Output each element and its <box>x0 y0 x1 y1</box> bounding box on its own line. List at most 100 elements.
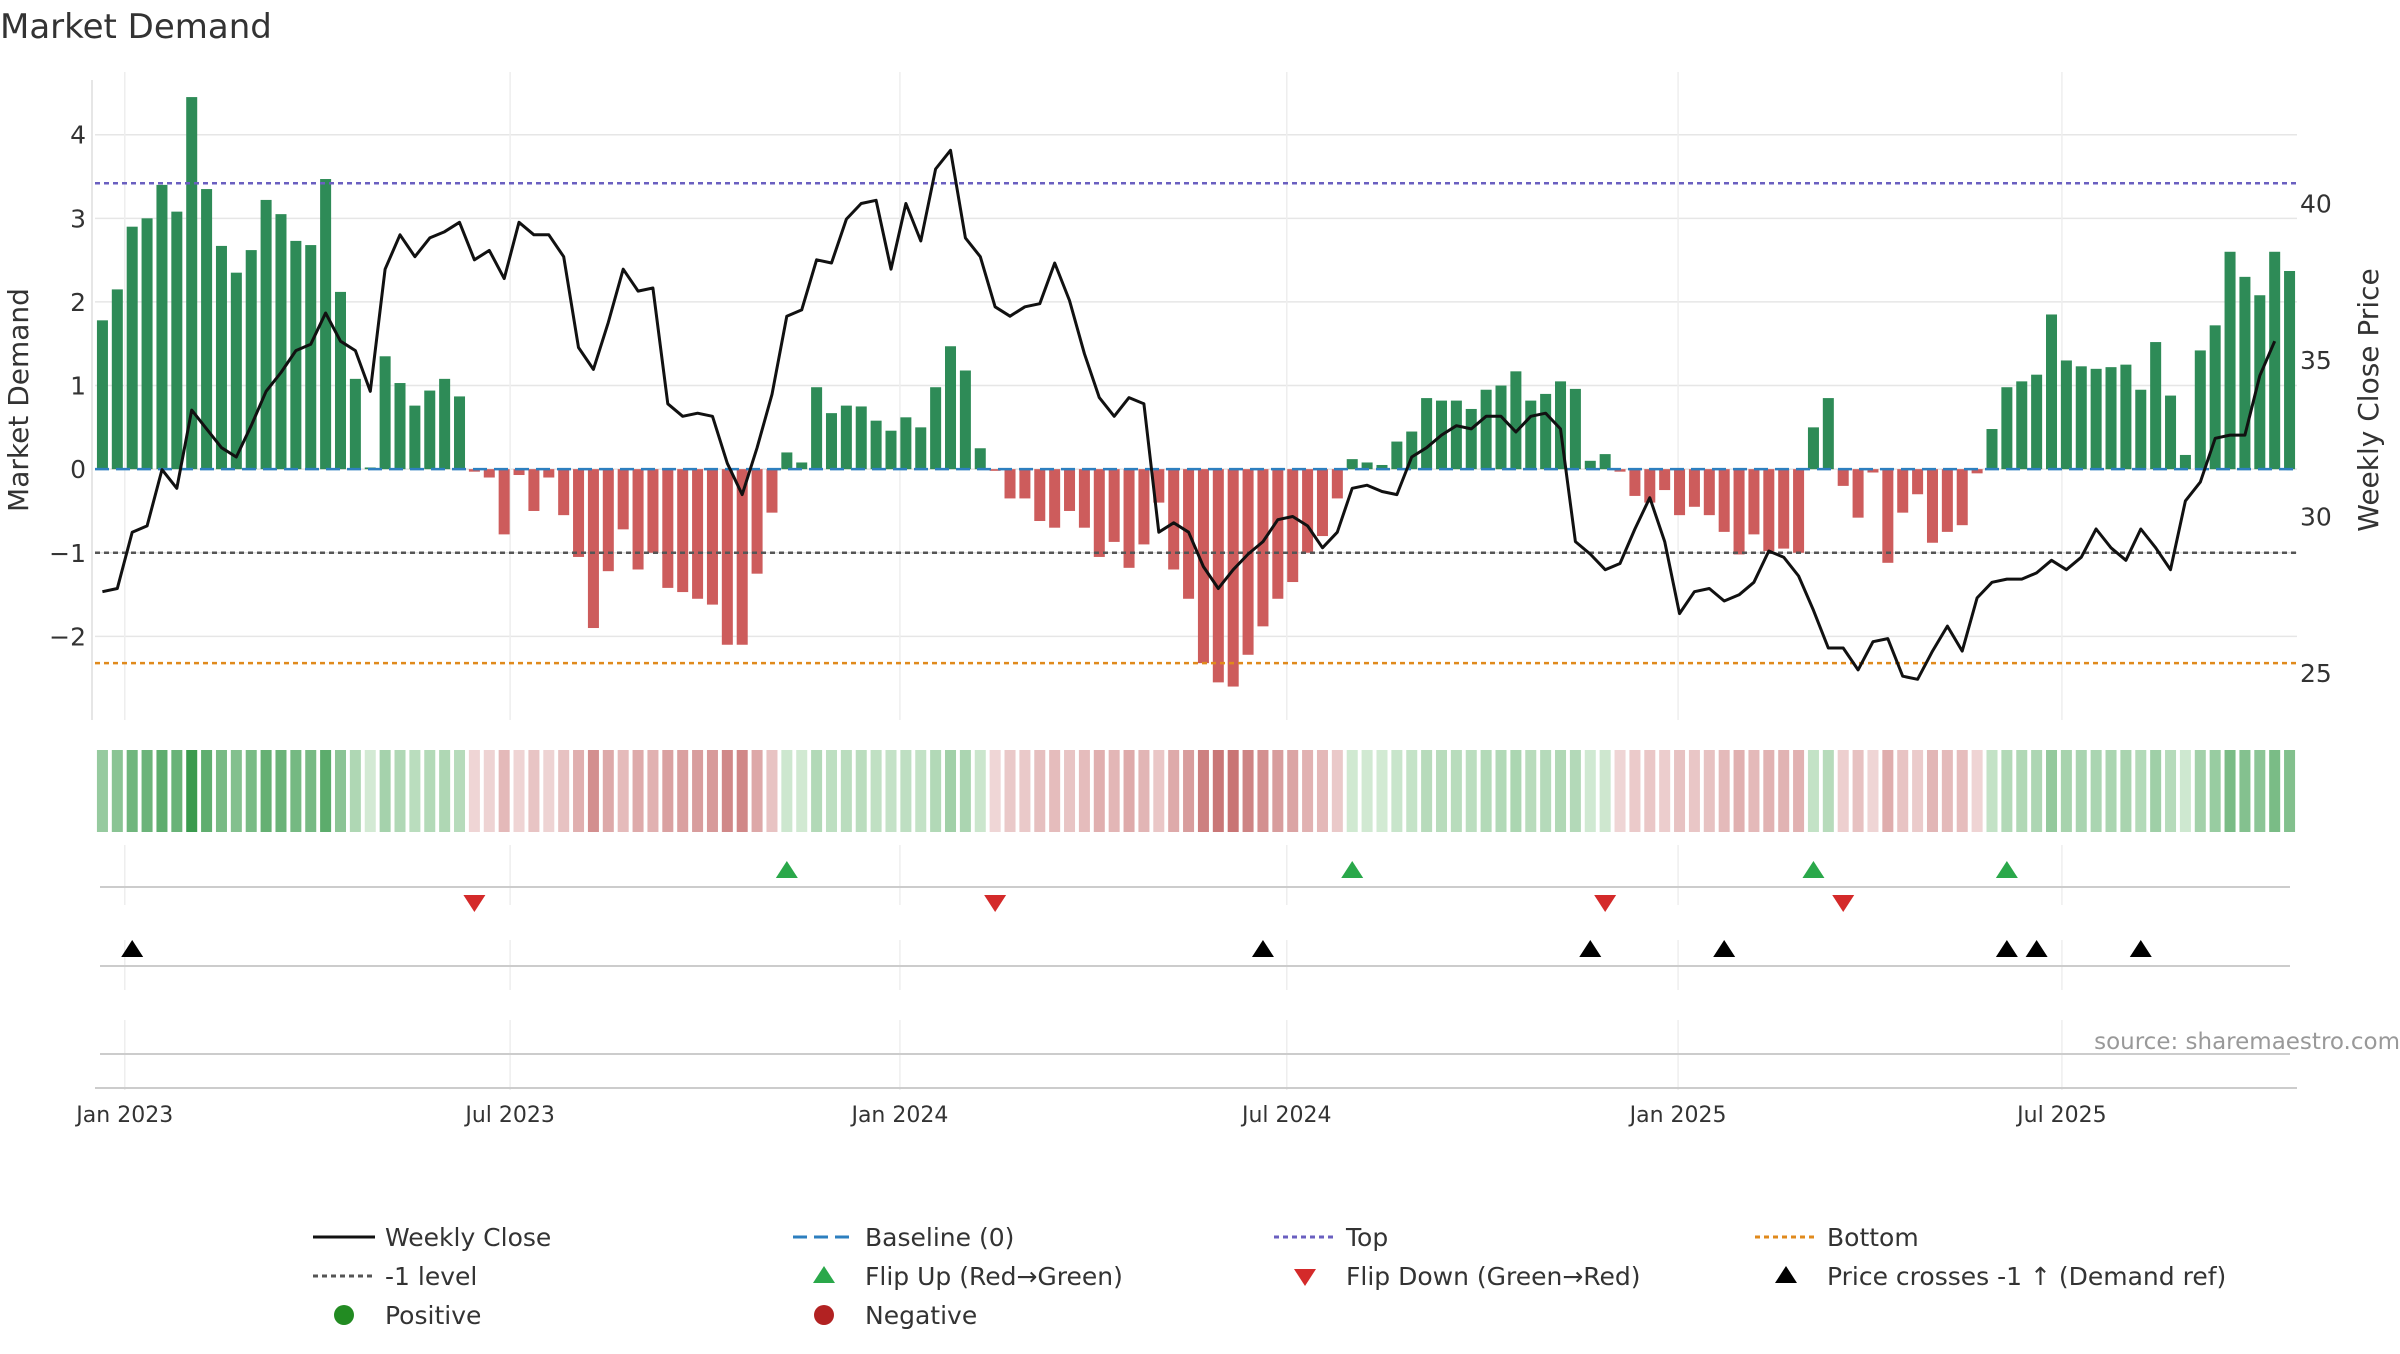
heat-strip-cell <box>439 750 451 832</box>
y-tick-label: 3 <box>70 204 86 233</box>
heat-strip-cell <box>1807 750 1819 832</box>
heat-strip-cell <box>1093 750 1105 832</box>
demand-bar <box>1584 460 1596 470</box>
demand-bar <box>1361 462 1373 470</box>
demand-bar <box>2075 366 2087 470</box>
heat-strip-cell <box>96 750 108 832</box>
y2-tick-label: 40 <box>2300 189 2332 218</box>
y-tick-label: 4 <box>70 121 86 150</box>
legend-item: Negative <box>814 1301 977 1330</box>
heat-strip-cell <box>1882 750 1894 832</box>
heat-strip-cell <box>2179 750 2191 832</box>
demand-bar <box>1822 398 1834 470</box>
heat-strip-cell <box>290 750 302 832</box>
demand-bar <box>1227 469 1239 687</box>
heat-strip-cell <box>1897 750 1909 832</box>
demand-bar <box>2001 387 2013 470</box>
heat-strip-cell <box>959 750 971 832</box>
demand-bar <box>1644 469 1656 503</box>
heat-strip-cell <box>1361 750 1373 832</box>
heat-strip-cell <box>1316 750 1328 832</box>
heat-strip-cell <box>498 750 510 832</box>
heat-strip-cell <box>364 750 376 832</box>
demand-bar <box>1406 431 1418 470</box>
demand-bar <box>1986 429 1998 470</box>
heat-strip-cell <box>736 750 748 832</box>
demand-bar <box>587 469 599 629</box>
heat-strip-cell <box>781 750 793 832</box>
demand-bar <box>1807 427 1819 470</box>
legend-item: Weekly Close <box>313 1223 551 1252</box>
heat-strip-cell <box>1168 750 1180 832</box>
price-cross-marker <box>1579 940 1602 957</box>
demand-bar <box>1599 454 1611 470</box>
heat-strip-cell <box>1763 750 1775 832</box>
legend-label: Price crosses -1 ↑ (Demand ref) <box>1827 1262 2226 1291</box>
heat-strip-cell <box>483 750 495 832</box>
heat-strip-cell <box>201 750 213 832</box>
demand-bar <box>736 469 748 645</box>
demand-bar <box>1733 469 1745 555</box>
heat-strip-cell <box>2105 750 2117 832</box>
demand-bar <box>1480 389 1492 470</box>
heat-strip-cell <box>751 750 763 832</box>
demand-bar <box>1540 393 1552 470</box>
heat-strip-cell <box>1138 750 1150 832</box>
x-tick-label: Jan 2023 <box>74 1103 173 1128</box>
heat-strip-cell <box>1257 750 1269 832</box>
demand-bar <box>1778 469 1790 549</box>
heat-strip-cell <box>305 750 317 832</box>
demand-bar <box>1852 469 1864 518</box>
y2-axis-ticks: 40 35 30 25 <box>2300 189 2332 688</box>
demand-bar <box>1510 371 1522 470</box>
demand-bar <box>1882 469 1894 563</box>
demand-bar <box>632 469 644 570</box>
demand-bar <box>617 469 629 530</box>
heat-strip-cell <box>1421 750 1433 832</box>
heat-strip-cell <box>1599 750 1611 832</box>
demand-bar <box>379 356 391 470</box>
y-tick-label: 0 <box>70 455 86 484</box>
x-tick-label: Jan 2025 <box>1628 1103 1727 1128</box>
demand-bar <box>96 320 108 470</box>
heat-strip-cell <box>573 750 585 832</box>
demand-bar <box>1629 469 1641 496</box>
heat-strip-cell <box>1391 750 1403 832</box>
demand-bar <box>945 346 957 470</box>
legend-swatch-triangle-down <box>1294 1269 1316 1286</box>
heat-strip-cell <box>409 750 421 832</box>
demand-bar <box>424 390 436 470</box>
demand-bar <box>1495 385 1507 470</box>
demand-bar <box>2254 295 2266 470</box>
y2-tick-label: 35 <box>2300 346 2332 375</box>
y2-axis-label: Weekly Close Price <box>2352 268 2385 531</box>
demand-bar <box>1971 469 1983 474</box>
heat-strip-cell <box>1912 750 1924 832</box>
demand-bar <box>2105 367 2117 470</box>
heat-strip-cell <box>662 750 674 832</box>
heat-strip-cell <box>1510 750 1522 832</box>
demand-bar <box>126 226 138 470</box>
heat-strip-cell <box>692 750 704 832</box>
demand-bar <box>1912 469 1924 495</box>
heat-strip-cell <box>1108 750 1120 832</box>
heat-strip-cell <box>647 750 659 832</box>
demand-heat-strip <box>96 750 2296 832</box>
heat-strip-cell <box>677 750 689 832</box>
x-tick-label: Jul 2024 <box>1240 1103 1332 1128</box>
heat-strip-cell <box>855 750 867 832</box>
heat-strip-cell <box>1435 750 1447 832</box>
demand-bar <box>1346 459 1358 470</box>
legend: Weekly Close Baseline (0) Top Bottom -1 leve… <box>313 1223 2226 1330</box>
heat-strip-cell <box>1941 750 1953 832</box>
heat-strip-cell <box>721 750 733 832</box>
heat-strip-cell <box>2284 750 2296 832</box>
weekly-close-series <box>102 148 2277 681</box>
price-cross-marker <box>1251 940 1274 957</box>
heat-strip-cell <box>1272 750 1284 832</box>
demand-bar <box>2284 270 2296 470</box>
demand-bar <box>602 469 614 572</box>
demand-bar <box>1108 469 1120 542</box>
heat-strip-cell <box>528 750 540 832</box>
demand-bar <box>1331 469 1343 499</box>
